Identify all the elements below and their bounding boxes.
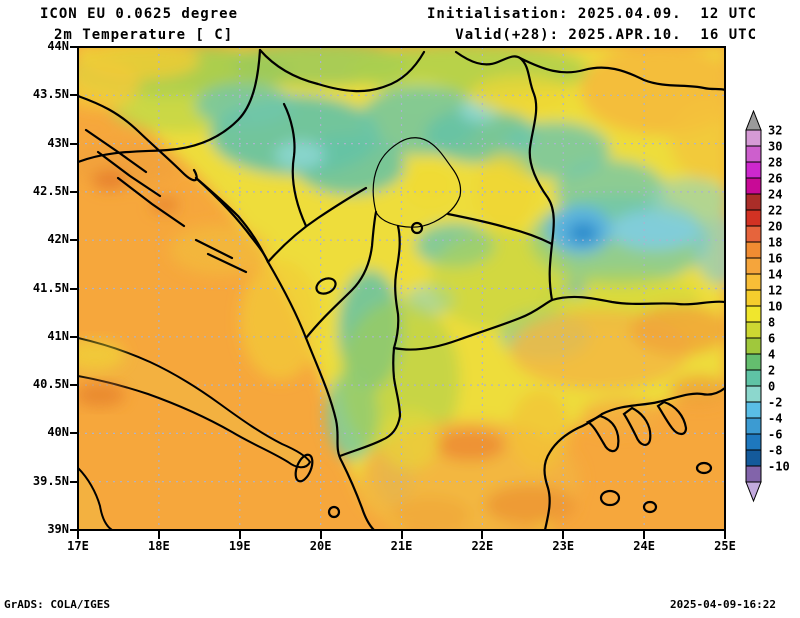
- colorbar-label: 6: [768, 332, 775, 346]
- kosovo-border: [372, 137, 462, 228]
- colorbar-label: 24: [768, 188, 782, 202]
- colorbar-label: 32: [768, 124, 782, 138]
- colorbar-segment: [745, 225, 762, 243]
- colorbar-label: 16: [768, 252, 782, 266]
- colorbar-label: -4: [768, 412, 782, 426]
- colorbar-segment: [745, 241, 762, 259]
- colorbar-label: 26: [768, 172, 782, 186]
- colorbar-segment: [745, 129, 762, 147]
- colorbar-label: 12: [768, 284, 782, 298]
- colorbar-label: -6: [768, 428, 782, 442]
- colorbar-segment: [745, 321, 762, 339]
- colorbar-over-arrow: [745, 110, 762, 131]
- grads-credit: GrADS: COLA/IGES: [4, 598, 110, 611]
- colorbar-segment: [745, 273, 762, 291]
- colorbar-segment: [745, 449, 762, 467]
- colorbar-label: 20: [768, 220, 782, 234]
- colorbar-label: 22: [768, 204, 782, 218]
- colorbar-segment: [745, 305, 762, 323]
- colorbar-segment: [745, 161, 762, 179]
- colorbar-segment: [745, 257, 762, 275]
- colorbar-label: -8: [768, 444, 782, 458]
- colorbar-under-arrow: [745, 481, 762, 503]
- colorbar-label: 14: [768, 268, 782, 282]
- creation-timestamp: 2025-04-09-16:22: [670, 598, 776, 611]
- init-time: Initialisation: 2025.04.09. 12 UTC: [426, 6, 757, 22]
- colorbar-segment: [745, 353, 762, 371]
- map-frame: [77, 46, 726, 531]
- colorbar-label: 10: [768, 300, 782, 314]
- colorbar-label: -10: [768, 460, 790, 474]
- valid-time: Valid(+28): 2025.APR.10. 16 UTC: [455, 27, 757, 43]
- colorbar-segment: [745, 433, 762, 451]
- colorbar-segment: [745, 337, 762, 355]
- colorbar-label: -2: [768, 396, 782, 410]
- colorbar-segment: [745, 369, 762, 387]
- colorbar-segment: [745, 289, 762, 307]
- colorbar-label: 4: [768, 348, 775, 362]
- colorbar-label: 30: [768, 140, 782, 154]
- model-title: ICON EU 0.0625 degree: [40, 6, 239, 22]
- colorbar-segment: [745, 177, 762, 195]
- colorbar-segment: [745, 465, 762, 483]
- field-title: 2m Temperature [ C]: [54, 27, 234, 43]
- colorbar-segment: [745, 145, 762, 163]
- colorbar-segment: [745, 401, 762, 419]
- colorbar-segment: [745, 417, 762, 435]
- colorbar-label: 8: [768, 316, 775, 330]
- colorbar-segment: [745, 385, 762, 403]
- colorbar-label: 2: [768, 364, 775, 378]
- colorbar-label: 0: [768, 380, 775, 394]
- italy-land: [78, 336, 312, 530]
- colorbar-label: 28: [768, 156, 782, 170]
- colorbar-segment: [745, 209, 762, 227]
- country-borders: [78, 48, 725, 458]
- colorbar-label: 18: [768, 236, 782, 250]
- colorbar-segment: [745, 193, 762, 211]
